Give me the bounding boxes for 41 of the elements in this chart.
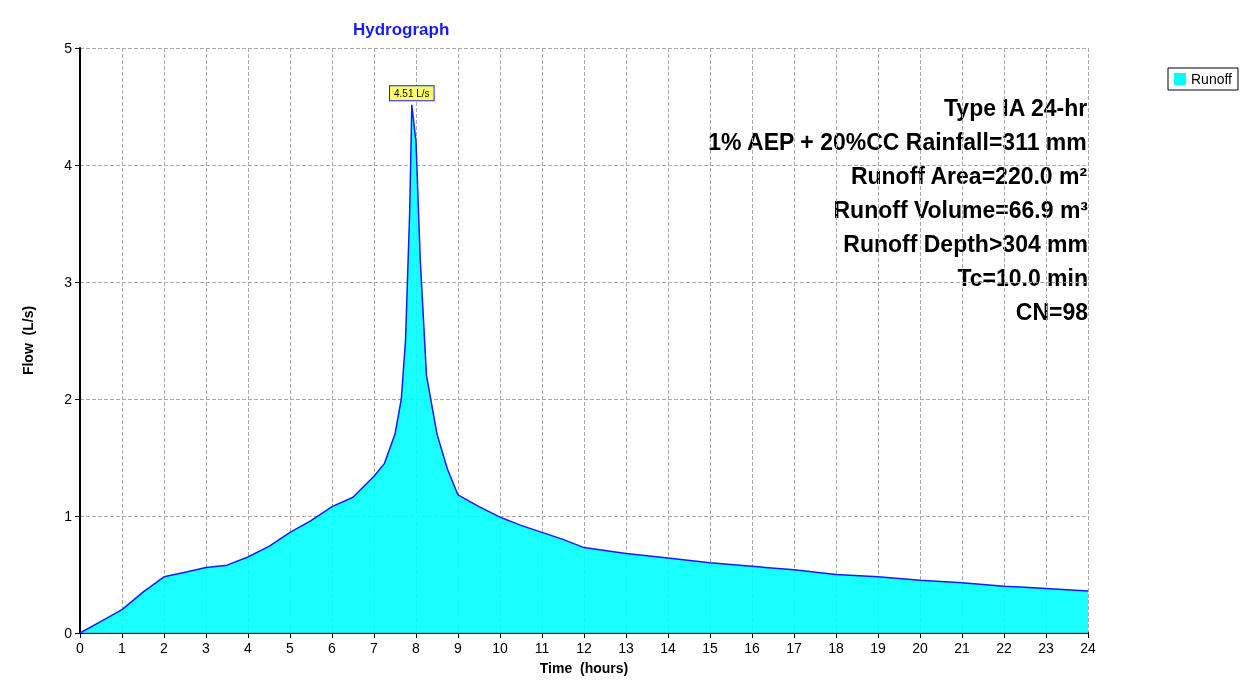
- x-tick-label: 11: [534, 640, 550, 656]
- chart-title: Hydrograph: [353, 20, 450, 39]
- x-tick-label: 20: [912, 640, 928, 656]
- y-axis-title: Flow (L/s): [20, 305, 36, 376]
- x-tick-label: 18: [828, 640, 844, 656]
- x-tick-label: 19: [870, 640, 886, 656]
- x-tick-label: 14: [660, 640, 676, 656]
- legend-label: Runoff: [1191, 71, 1233, 87]
- x-tick-label: 21: [954, 640, 970, 656]
- x-tick-label: 24: [1080, 640, 1096, 656]
- y-tick-label: 2: [64, 391, 73, 407]
- x-tick-label: 15: [702, 640, 718, 656]
- x-tick-label: 7: [370, 640, 379, 656]
- x-tick-label: 1: [118, 640, 127, 656]
- annotation: 4.51 L/s: [394, 87, 430, 99]
- x-tick-label: 8: [412, 640, 421, 656]
- x-tick-label: 10: [492, 640, 508, 656]
- y-tick-label: 1: [64, 508, 73, 524]
- annotation: 1% AEP + 20%CC Rainfall=311 mm: [708, 128, 1087, 155]
- annotation: Runoff Depth>304 mm: [843, 230, 1089, 257]
- x-tick-label: 17: [786, 640, 802, 656]
- annotation: CN=98: [1015, 298, 1089, 325]
- y-tick-label: 0: [64, 625, 73, 641]
- y-tick-label: 4: [64, 157, 73, 173]
- x-tick-label: 23: [1038, 640, 1054, 656]
- x-tick-label: 12: [576, 640, 592, 656]
- x-axis-title: Time (hours): [539, 660, 629, 676]
- y-tick-label: 3: [64, 274, 73, 290]
- y-tick-label: 5: [64, 40, 73, 56]
- annotation: Runoff Area=220.0 m²: [850, 162, 1088, 189]
- x-tick-label: 5: [286, 640, 295, 656]
- x-tick-label: 3: [202, 640, 211, 656]
- x-tick-label: 9: [454, 640, 463, 656]
- x-tick-label: 0: [76, 640, 85, 656]
- x-tick-label: 4: [244, 640, 253, 656]
- x-tick-label: 22: [996, 640, 1012, 656]
- x-tick-label: 6: [328, 640, 337, 656]
- x-tick-label: 16: [744, 640, 760, 656]
- x-tick-label: 13: [618, 640, 634, 656]
- annotation: Runoff Volume=66.9 m³: [833, 196, 1089, 223]
- x-tick-label: 2: [160, 640, 169, 656]
